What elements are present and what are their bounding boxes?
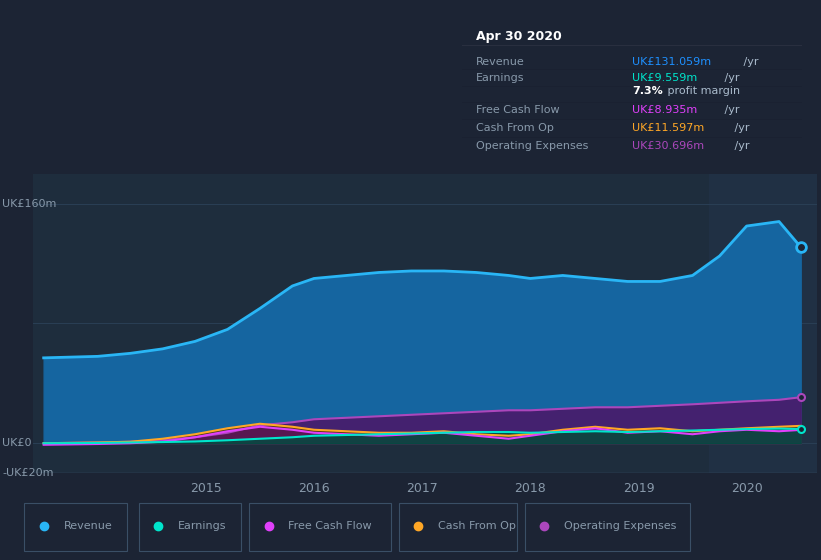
- FancyBboxPatch shape: [399, 503, 517, 551]
- Text: Revenue: Revenue: [64, 521, 112, 531]
- FancyBboxPatch shape: [139, 503, 241, 551]
- Text: UK£9.559m: UK£9.559m: [632, 73, 697, 83]
- Text: Cash From Op: Cash From Op: [475, 123, 553, 133]
- Text: profit margin: profit margin: [664, 86, 741, 96]
- Text: UK£11.597m: UK£11.597m: [632, 123, 704, 133]
- Text: /yr: /yr: [731, 141, 749, 151]
- Text: Apr 30 2020: Apr 30 2020: [475, 30, 562, 43]
- Text: Revenue: Revenue: [475, 57, 525, 67]
- Text: UK£0: UK£0: [2, 438, 32, 448]
- Text: UK£30.696m: UK£30.696m: [632, 141, 704, 151]
- FancyBboxPatch shape: [525, 503, 690, 551]
- Text: 7.3%: 7.3%: [632, 86, 663, 96]
- Text: -UK£20m: -UK£20m: [2, 468, 54, 478]
- Text: UK£131.059m: UK£131.059m: [632, 57, 711, 67]
- Bar: [709, 174, 817, 473]
- Text: /yr: /yr: [721, 73, 740, 83]
- Text: Free Cash Flow: Free Cash Flow: [475, 105, 559, 115]
- Text: /yr: /yr: [721, 105, 740, 115]
- Text: UK£160m: UK£160m: [2, 199, 57, 208]
- FancyBboxPatch shape: [249, 503, 391, 551]
- Text: Earnings: Earnings: [178, 521, 227, 531]
- Text: /yr: /yr: [731, 123, 749, 133]
- Text: UK£8.935m: UK£8.935m: [632, 105, 697, 115]
- FancyBboxPatch shape: [25, 503, 126, 551]
- Text: Cash From Op: Cash From Op: [438, 521, 516, 531]
- Text: /yr: /yr: [740, 57, 759, 67]
- Text: Operating Expenses: Operating Expenses: [475, 141, 588, 151]
- Text: Earnings: Earnings: [475, 73, 524, 83]
- Text: Operating Expenses: Operating Expenses: [564, 521, 677, 531]
- Text: Free Cash Flow: Free Cash Flow: [288, 521, 372, 531]
